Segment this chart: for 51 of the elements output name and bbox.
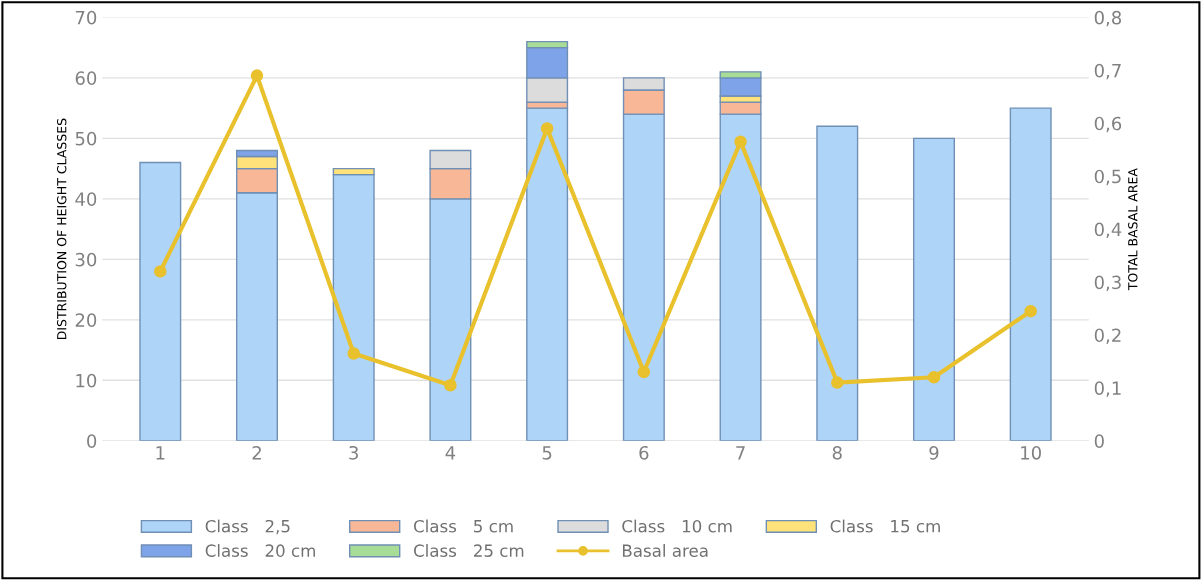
point xyxy=(540,122,554,135)
point xyxy=(347,347,360,360)
x-tick-label: 3 xyxy=(349,445,358,460)
y-tick-label: 60 xyxy=(75,71,97,85)
y-tick-label: 30 xyxy=(75,252,97,267)
point xyxy=(734,135,747,149)
x-tick-label: 10 xyxy=(1021,445,1041,460)
point xyxy=(927,371,941,384)
point xyxy=(637,365,651,379)
y2-tick-label: 0,4 xyxy=(1094,222,1122,239)
bar xyxy=(912,137,955,441)
x-tick-label: 7 xyxy=(736,446,745,460)
legend-label: Class 5 cm xyxy=(413,519,513,533)
bar xyxy=(816,125,859,441)
x-tick-label: 8 xyxy=(832,445,842,460)
y-tick-label: 50 xyxy=(75,131,97,146)
x-tick-label: 5 xyxy=(542,446,552,460)
point xyxy=(444,378,457,392)
legend-label: Class 25 cm xyxy=(413,544,524,557)
legend-label: Class 10 cm xyxy=(622,519,732,533)
x-tick-label: 4 xyxy=(445,446,456,460)
y2-axis-title: TOTAL BASAL AREA xyxy=(1128,168,1138,291)
bar xyxy=(526,107,569,441)
point xyxy=(154,265,167,278)
y2-tick-label: 0,5 xyxy=(1094,169,1121,186)
bar xyxy=(1009,107,1052,441)
y-tick-label: 20 xyxy=(75,313,97,327)
point xyxy=(1024,304,1037,318)
point xyxy=(831,376,844,389)
y2-tick-label: 0,7 xyxy=(1094,63,1121,80)
y-axis-title: DISTRIBUTION OF HEIGHT CLASSES xyxy=(56,118,67,340)
y2-tick-label: 0,6 xyxy=(1094,116,1122,133)
y2-tick-label: 0,2 xyxy=(1094,328,1121,344)
y-tick-label: 0 xyxy=(87,434,97,448)
y2-tick-label: 0,8 xyxy=(1094,10,1122,27)
y2-tick-label: 0,1 xyxy=(1094,381,1121,397)
legend-label: Class 20 cm xyxy=(205,544,315,557)
legend-label: Class 15 cm xyxy=(830,519,940,533)
legend-label: Basal area xyxy=(622,544,708,557)
y-tick-label: 10 xyxy=(76,373,97,388)
point xyxy=(250,69,264,82)
x-tick-label: 1 xyxy=(156,446,165,460)
x-tick-label: 9 xyxy=(929,445,939,460)
x-tick-label: 2 xyxy=(252,445,261,460)
legend-label: Class 2,5 xyxy=(205,519,290,535)
y-tick-label: 40 xyxy=(75,192,97,206)
y-tick-label: 70 xyxy=(75,10,97,25)
bar xyxy=(139,161,182,441)
x-tick-label: 6 xyxy=(639,445,649,460)
y2-tick-label: 0 xyxy=(1094,434,1104,448)
y2-tick-label: 0,3 xyxy=(1094,275,1121,291)
